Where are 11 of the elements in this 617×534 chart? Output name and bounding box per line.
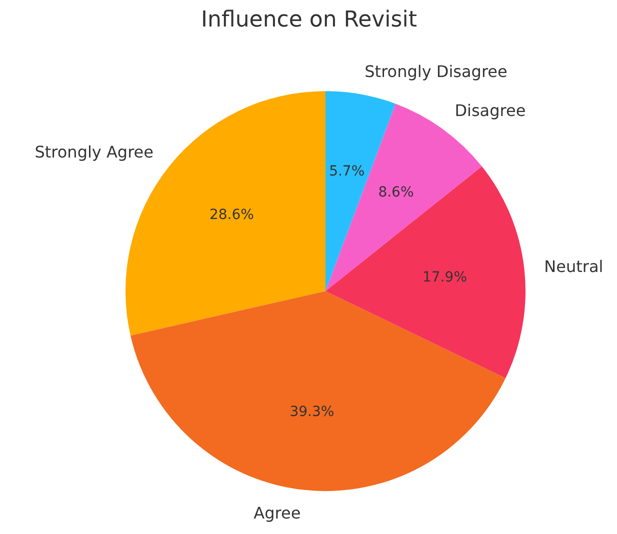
chart-title: Influence on Revisit [201,8,418,32]
slice-label: Strongly Agree [34,142,154,162]
data-label: 28.6% [209,207,254,224]
data-label: 5.7% [329,163,365,180]
slice-label: Agree [254,503,301,522]
data-label: 17.9% [422,270,468,286]
slice-label: Strongly Disagree [364,62,508,81]
slice-label: Disagree [454,100,526,120]
slice-label: Neutral [544,256,604,276]
data-label: 39.3% [290,404,334,420]
data-label: 8.6% [378,184,414,201]
